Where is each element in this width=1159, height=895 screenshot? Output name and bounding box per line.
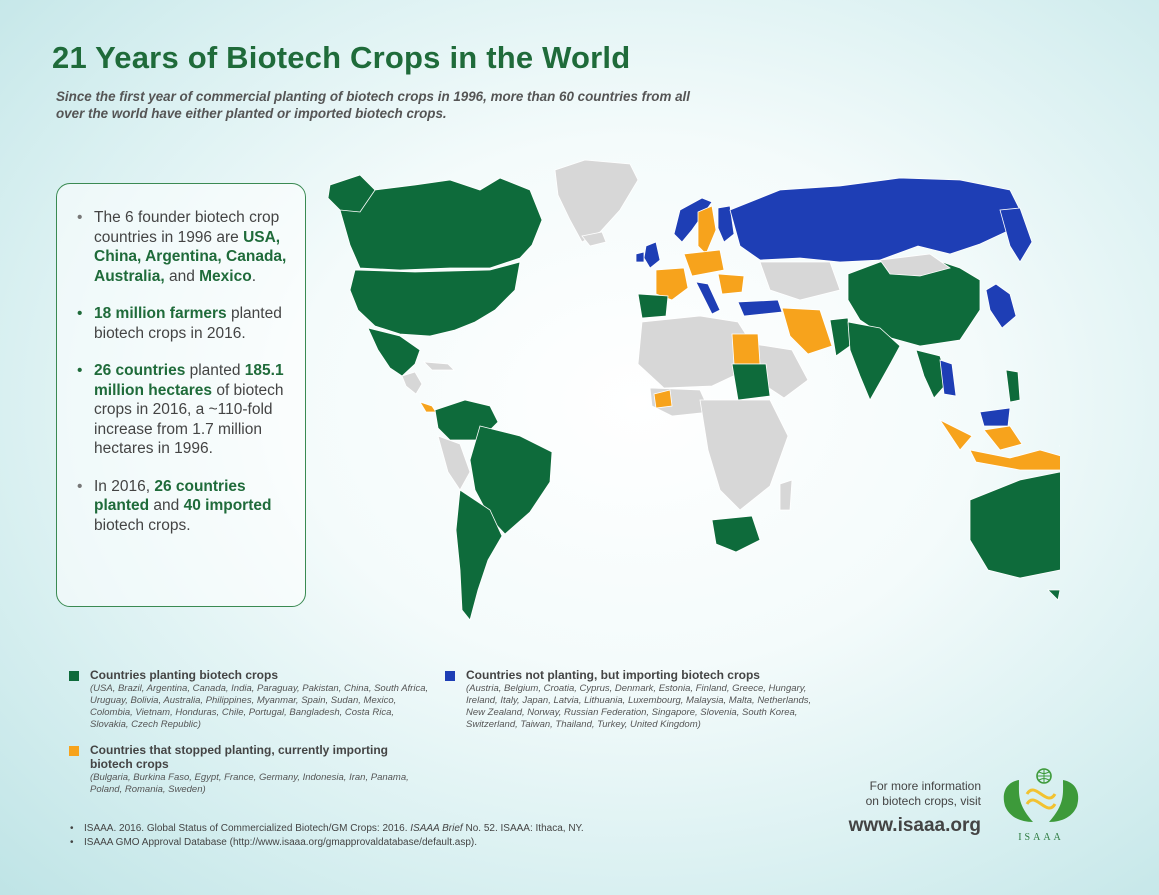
region-central-america [401, 371, 423, 395]
references: ISAAA. 2016. Global Status of Commercial… [70, 822, 584, 850]
region-sweden [697, 205, 717, 255]
region-spain-portugal [637, 293, 669, 319]
region-india [847, 321, 901, 401]
page-subtitle: Since the first year of commercial plant… [56, 89, 690, 121]
isaaa-link[interactable]: www.isaaa.org [848, 815, 981, 836]
region-thailand [939, 359, 957, 397]
more-info-line2: on biotech crops, visit [865, 794, 981, 808]
region-finland [717, 205, 735, 243]
region-alaska [327, 174, 376, 213]
region-south-africa [711, 515, 761, 553]
legend-importing-list: (Austria, Belgium, Croatia, Cyprus, Denm… [466, 683, 812, 730]
region-peru [437, 435, 471, 491]
isaaa-logo [1003, 768, 1079, 822]
region-usa [349, 261, 521, 337]
region-panama [419, 401, 437, 413]
fact-founders: The 6 founder biotech crop countries in … [77, 208, 291, 286]
region-norway [673, 197, 713, 243]
legend-stopped-title: Countries that stopped planting, current… [90, 743, 389, 771]
region-sudan [731, 363, 771, 401]
region-philippines [1005, 369, 1021, 403]
region-uk [643, 241, 661, 269]
region-pakistan [829, 317, 851, 357]
region-kamchatka [999, 207, 1033, 263]
fact-farmers: 18 million farmers planted biotech crops… [77, 304, 291, 343]
region-iceland [581, 231, 607, 247]
legend-importing: Countries not planting, but importing bi… [445, 668, 826, 731]
region-canada [339, 177, 543, 271]
logo-helix-2 [1025, 798, 1057, 810]
region-russia [729, 177, 1021, 263]
region-madagascar [779, 479, 793, 511]
region-central-africa [699, 399, 789, 511]
region-kazakhstan [759, 261, 841, 301]
logo-text: ISAAA [1018, 832, 1064, 843]
logo-helix-1 [1025, 788, 1057, 800]
more-info: For more information on biotech crops, v… [826, 779, 981, 837]
legend-importing-title: Countries not planting, but importing bi… [466, 668, 760, 682]
legend-planting: Countries planting biotech crops (USA, B… [69, 668, 430, 731]
region-borneo [983, 425, 1023, 451]
region-egypt [731, 333, 761, 365]
region-indonesia-2 [969, 449, 1069, 471]
fact-hectares: 26 countries planted 185.1 million hecta… [77, 361, 291, 459]
legend-swatch-planting [69, 671, 79, 681]
region-australia [969, 471, 1091, 579]
legend-swatch-importing [445, 671, 455, 681]
region-turkey [737, 299, 783, 317]
region-greenland [554, 159, 639, 243]
region-cuba [422, 361, 455, 371]
more-info-line1: For more information [869, 779, 981, 793]
world-map [320, 150, 1111, 640]
reference-2: ISAAA GMO Approval Database (http://www.… [70, 836, 584, 850]
region-korea-japan [985, 283, 1017, 329]
legend-stopped-list: (Bulgaria, Burkina Faso, Egypt, France, … [90, 772, 409, 795]
legend-planting-title: Countries planting biotech crops [90, 668, 279, 682]
region-argentina-chile [455, 489, 503, 621]
logo-leaf-right [1049, 780, 1079, 822]
region-mongolia [879, 253, 951, 277]
region-france [655, 267, 689, 301]
logo-leaf-left [1003, 780, 1033, 822]
world-map-svg [327, 159, 1111, 621]
page-title: 21 Years of Biotech Crops in the World [52, 40, 631, 75]
region-malaysia [979, 407, 1011, 427]
fact-countries: In 2016, 26 countries planted and 40 imp… [77, 477, 291, 536]
region-mexico [367, 327, 421, 377]
region-germany-poland [683, 249, 725, 277]
logo-globe-lines [1037, 769, 1051, 783]
region-ireland [635, 251, 645, 263]
region-burkina-faso [653, 389, 673, 409]
region-tasmania [1047, 589, 1061, 601]
legend-planting-list: (USA, Brazil, Argentina, Canada, India, … [90, 683, 429, 730]
region-indonesia [938, 418, 973, 451]
region-iran [781, 307, 833, 355]
reference-1: ISAAA. 2016. Global Status of Commercial… [70, 822, 584, 836]
facts-box: The 6 founder biotech crop countries in … [56, 183, 306, 607]
legend-swatch-stopped [69, 746, 79, 756]
region-brazil [469, 425, 553, 535]
region-balkans-romania [717, 273, 745, 295]
legend-stopped: Countries that stopped planting, current… [69, 743, 420, 796]
region-italy [695, 281, 721, 315]
